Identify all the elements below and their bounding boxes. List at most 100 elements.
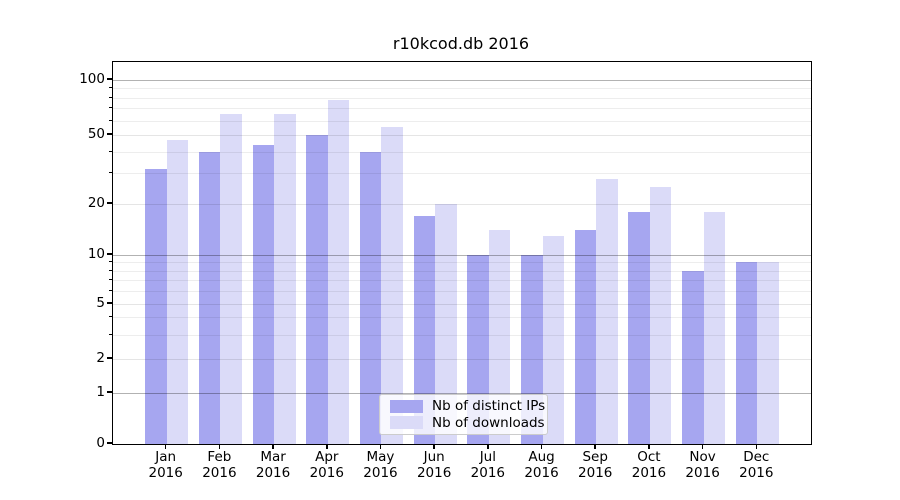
y-tick-mark-20 <box>107 202 112 204</box>
bar-ips-feb <box>198 151 221 444</box>
y-minor-tick-9 <box>109 261 112 263</box>
y-minor-tick-80 <box>109 96 112 98</box>
bar-downloads-dec <box>757 262 779 444</box>
x-tick-label-apr: Apr 2016 <box>309 449 344 481</box>
chart-title: r10kcod.db 2016 <box>392 34 530 53</box>
gridline-30 <box>113 173 811 175</box>
plot-area: Nb of distinct IPs Nb of downloads <box>112 61 812 445</box>
bar-ips-mar <box>252 144 275 444</box>
gridline-70 <box>113 108 811 110</box>
bar-downloads-mar <box>274 114 296 444</box>
y-tick-label-20: 20 <box>87 195 105 211</box>
bar-ips-apr <box>306 135 328 444</box>
legend-swatch-downloads <box>390 416 423 430</box>
x-tick-mark-mar <box>272 444 274 449</box>
x-tick-mark-nov <box>701 444 704 449</box>
x-tick-mark-feb <box>218 444 221 449</box>
gridline-6 <box>113 291 811 293</box>
x-tick-mark-aug <box>540 444 543 449</box>
y-minor-tick-3 <box>109 333 112 335</box>
x-tick-label-jun: Jun 2016 <box>416 449 452 481</box>
y-tick-label-5: 5 <box>96 295 105 311</box>
gridline-20 <box>113 204 811 205</box>
y-tick-label-1: 1 <box>96 384 105 400</box>
y-tick-mark-50 <box>107 133 112 135</box>
bar-downloads-oct <box>649 187 672 444</box>
y-tick-mark-2 <box>107 357 112 359</box>
y-tick-mark-0 <box>107 442 112 444</box>
bar-ips-dec <box>735 262 758 444</box>
y-tick-mark-10 <box>107 253 112 255</box>
y-tick-label-10: 10 <box>87 246 105 262</box>
x-tick-mark-oct <box>648 444 650 449</box>
x-tick-label-feb: Feb 2016 <box>202 449 237 481</box>
gridline-90 <box>113 88 811 90</box>
legend-swatch-distinct-ips <box>390 399 423 413</box>
bar-downloads-jun <box>435 204 457 444</box>
bar-downloads-may <box>381 127 403 444</box>
x-tick-label-sep: Sep 2016 <box>578 449 613 481</box>
y-tick-mark-1 <box>107 391 112 393</box>
y-tick-mark-5 <box>107 302 112 304</box>
bar-downloads-apr <box>327 99 350 444</box>
y-tick-label-100: 100 <box>79 71 105 87</box>
bar-ips-nov <box>682 270 704 444</box>
x-tick-mark-may <box>379 444 382 449</box>
y-tick-label-2: 2 <box>96 350 105 366</box>
x-tick-label-mar: Mar 2016 <box>255 449 291 481</box>
y-minor-tick-30 <box>109 172 112 174</box>
bar-downloads-aug <box>542 235 565 444</box>
x-tick-mark-jul <box>487 444 489 449</box>
legend: Nb of distinct IPs Nb of downloads <box>379 394 548 435</box>
y-minor-tick-60 <box>109 119 112 121</box>
y-minor-tick-8 <box>109 269 112 271</box>
x-tick-label-nov: Nov 2016 <box>685 449 720 481</box>
y-minor-tick-40 <box>109 150 112 152</box>
y-minor-tick-70 <box>109 107 112 109</box>
bar-downloads-sep <box>596 178 618 444</box>
gridline-50 <box>113 135 811 136</box>
gridline-60 <box>113 120 811 122</box>
x-tick-label-oct: Oct 2016 <box>631 449 667 481</box>
bar-downloads-feb <box>220 114 242 444</box>
bar-ips-jun <box>413 215 436 444</box>
x-tick-mark-apr <box>326 444 328 449</box>
gridline-4 <box>113 317 811 319</box>
bar-downloads-nov <box>703 211 726 444</box>
gridline-8 <box>113 270 811 272</box>
x-tick-label-may: May 2016 <box>363 449 398 481</box>
gridline-40 <box>113 151 811 153</box>
x-tick-label-jul: Jul 2016 <box>470 449 506 481</box>
y-minor-tick-4 <box>109 316 112 318</box>
bar-downloads-jan <box>166 139 189 444</box>
x-tick-mark-jan <box>164 444 167 449</box>
gridline-2 <box>113 359 811 360</box>
x-tick-label-jan: Jan 2016 <box>148 449 183 481</box>
y-minor-tick-6 <box>109 290 112 292</box>
bar-ips-oct <box>628 211 650 444</box>
gridline-10 <box>113 255 811 256</box>
y-tick-label-0: 0 <box>96 435 105 451</box>
gridline-3 <box>113 334 811 336</box>
legend-row-distinct-ips: Nb of distinct IPs <box>390 398 545 415</box>
x-tick-mark-sep <box>594 444 596 449</box>
gridline-100 <box>113 80 811 81</box>
y-minor-tick-7 <box>109 279 112 281</box>
x-tick-mark-jun <box>433 444 435 449</box>
gridline-7 <box>113 280 811 282</box>
y-minor-tick-90 <box>109 87 112 89</box>
x-tick-mark-dec <box>755 444 758 449</box>
y-tick-mark-100 <box>107 78 112 80</box>
gridlines-layer <box>113 62 811 444</box>
x-tick-label-aug: Aug 2016 <box>524 449 559 481</box>
legend-label-downloads: Nb of downloads <box>432 414 545 431</box>
legend-row-downloads: Nb of downloads <box>390 415 545 432</box>
gridline-5 <box>113 304 811 305</box>
bar-ips-sep <box>574 230 597 444</box>
legend-label-distinct-ips: Nb of distinct IPs <box>432 398 546 415</box>
bar-ips-may <box>359 151 382 444</box>
bar-downloads-jul <box>488 230 511 444</box>
gridline-80 <box>113 97 811 99</box>
x-tick-label-dec: Dec 2016 <box>739 449 774 481</box>
